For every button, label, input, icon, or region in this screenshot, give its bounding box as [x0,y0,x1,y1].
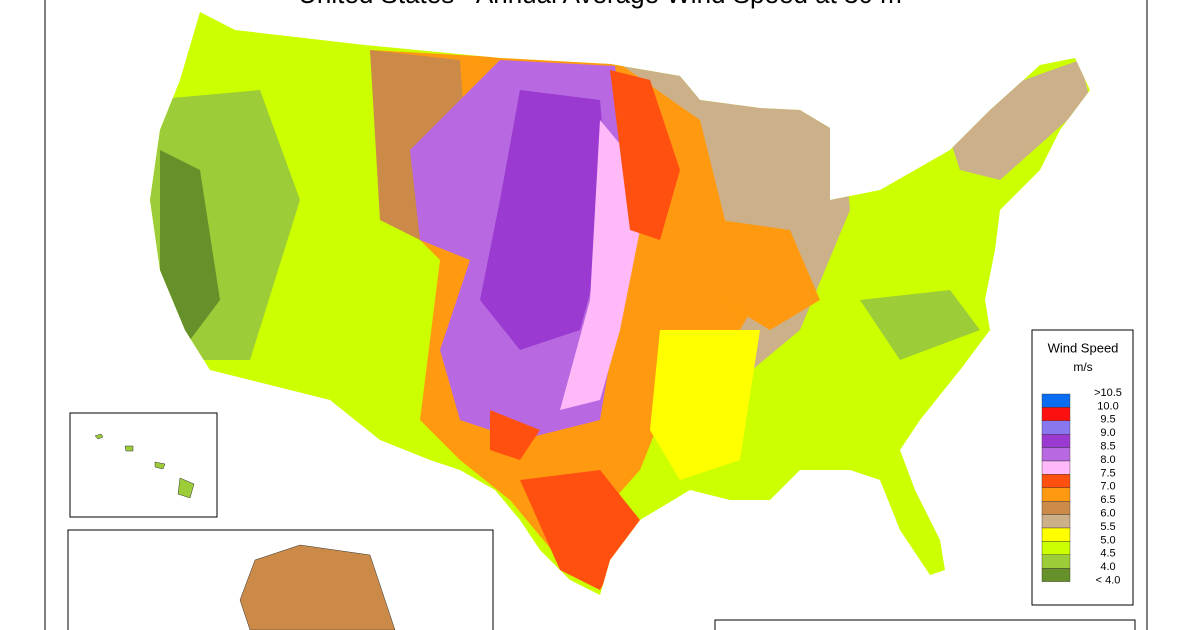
us-wind-map [150,12,1090,595]
legend-label: 9.0 [1100,427,1115,439]
legend-label: 7.5 [1100,467,1115,479]
legend-label: 5.0 [1100,534,1115,546]
legend-swatch [1041,407,1071,421]
legend-label: 6.0 [1100,508,1115,520]
legend-swatch [1041,501,1071,515]
legend-swatch [1041,447,1071,462]
legend-swatch [1041,487,1071,502]
map-title: United States - Annual Average Wind Spee… [298,0,902,9]
legend-swatch [1041,460,1071,475]
legend-label: 8.5 [1100,441,1115,453]
legend-swatch [1041,420,1071,435]
legend-swatch [1041,514,1071,529]
legend-label: 8.0 [1100,454,1115,466]
legend-label: 9.5 [1100,414,1115,426]
legend-label: 5.5 [1100,521,1115,533]
legend-swatch [1041,554,1071,569]
legend-label: 4.0 [1100,561,1115,573]
legend: >10.510.0 9.59.0 8.58.07.5 7.06.5 6.05.55.0 4… [1041,387,1122,587]
hawaii-islands [94,433,195,499]
alaska-inset [67,529,494,630]
legend-swatch [1041,568,1071,582]
legend-swatch [1041,434,1071,448]
legend-label: 6.5 [1100,494,1115,506]
legend-swatch [1041,393,1071,408]
legend-label: >10.5 [1094,387,1122,399]
legend-swatch [1041,527,1071,542]
legend-label: 7.0 [1100,481,1115,493]
legend-label: < 4.0 [1096,575,1121,587]
alaska [239,544,396,630]
hawaii-inset [69,412,218,518]
legend-label: 4.5 [1100,548,1115,560]
legend-title: Wind Speed [1048,340,1119,355]
legend-swatch [1041,474,1071,488]
legend-swatch [1041,541,1071,556]
legend-label: 10.0 [1097,400,1118,412]
legend-unit: m/s [1073,360,1092,374]
bottom-inset [714,619,1136,630]
